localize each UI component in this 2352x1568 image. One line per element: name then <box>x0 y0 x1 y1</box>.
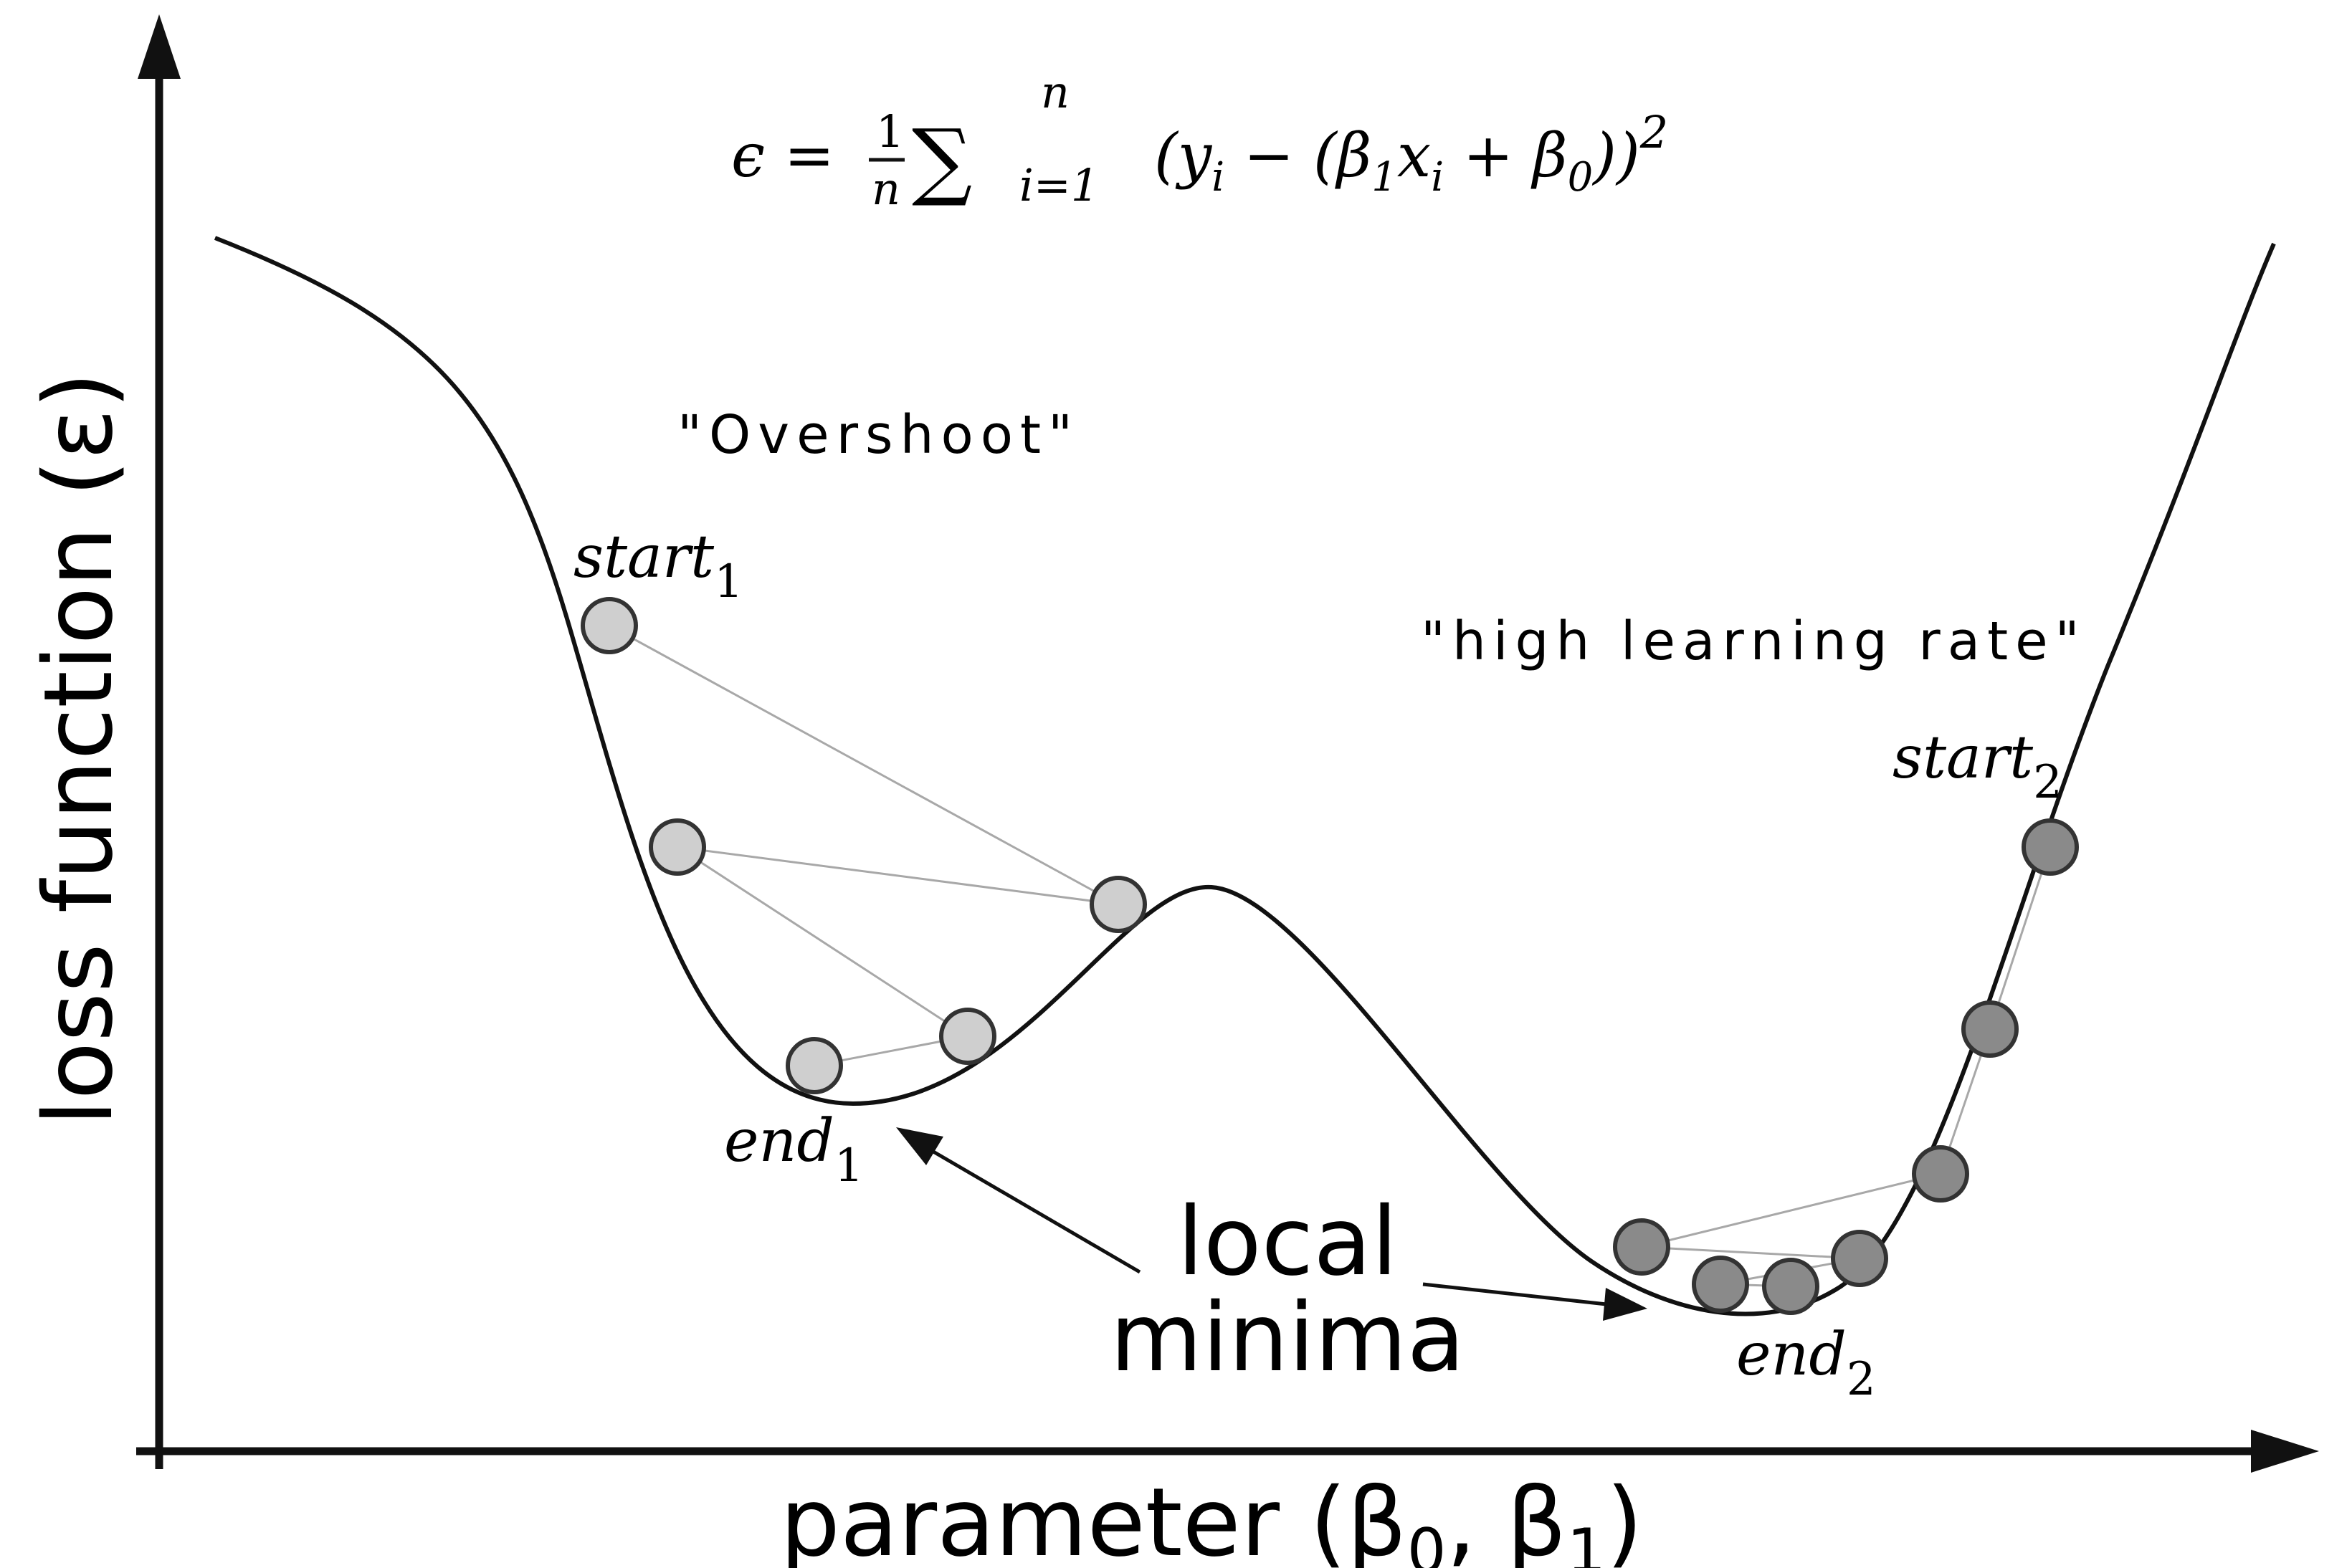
formula-body-a: (y <box>1154 120 1213 191</box>
path2-step-3 <box>1641 1172 1941 1248</box>
loss-curve <box>214 236 2276 1316</box>
formula-body-e: )) <box>1591 120 1640 191</box>
end1-text: end <box>724 1107 834 1175</box>
start2-label: start2 <box>1892 724 2062 809</box>
path2-point-2 <box>1961 1000 2019 1058</box>
end1-label: end1 <box>724 1107 864 1192</box>
formula-body-d-sub: 0 <box>1568 154 1594 201</box>
local-minima-arrows <box>896 1127 1647 1321</box>
start2-text: start <box>1892 724 2034 792</box>
arrow-to-end1-head <box>896 1127 943 1165</box>
x-axis-label-mid: , β <box>1446 1468 1566 1568</box>
start1-sub: 1 <box>714 555 743 608</box>
path2-point-5 <box>1831 1230 1888 1287</box>
start1-label: start1 <box>573 523 743 608</box>
x-axis-label-sub0: 0 <box>1407 1516 1447 1568</box>
start2-sub: 2 <box>2033 756 2062 809</box>
formula-sum-upper: n <box>1041 66 1070 118</box>
formula-body-c-sub: i <box>1431 154 1444 201</box>
path1-point-3 <box>649 818 706 876</box>
path1-step-3 <box>677 846 968 1038</box>
path2-point-4 <box>1613 1218 1670 1276</box>
x-axis-arrowhead <box>2251 1430 2319 1473</box>
x-axis-label: parameter (β0, β1) <box>780 1468 1643 1568</box>
formula-body-c: x <box>1397 120 1431 191</box>
start1-text: start <box>573 523 715 591</box>
path1-point-start <box>581 597 638 654</box>
x-axis-label-sub1: 1 <box>1567 1516 1606 1568</box>
formula-power: 2 <box>1639 106 1668 158</box>
local-minima-line2: minima <box>1110 1283 1465 1393</box>
path2-point-3 <box>1912 1145 1969 1203</box>
path2-lines <box>1641 846 2052 1288</box>
formula-body-b: − (β <box>1224 120 1371 191</box>
end2-text: end <box>1736 1321 1847 1389</box>
formula-body-b-sub: 1 <box>1371 154 1397 201</box>
y-axis-label: loss function (ε) <box>24 372 134 1126</box>
path2-step-4 <box>1641 1246 1860 1260</box>
local-minima-line1: local <box>1177 1187 1398 1297</box>
formula-frac-den: n <box>872 163 900 215</box>
axes <box>136 14 2319 1473</box>
end2-label: end2 <box>1736 1321 1876 1406</box>
overshoot-label: "Overshoot" <box>677 404 1080 466</box>
high-learning-rate-label: "high learning rate" <box>1421 611 2087 672</box>
arrow-to-end1 <box>923 1144 1141 1274</box>
path1-point-2 <box>1090 876 1147 933</box>
x-axis-label-main: parameter (β <box>780 1468 1407 1568</box>
path1-step-1 <box>609 624 1119 906</box>
arrow-to-end2-head <box>1603 1288 1647 1321</box>
formula-sum: ∑ <box>912 110 972 209</box>
path1-step-2 <box>677 846 1119 906</box>
path2-point-end <box>1762 1258 1819 1315</box>
end1-sub: 1 <box>834 1139 864 1192</box>
end2-sub: 2 <box>1847 1353 1876 1406</box>
formula-body: (yi − (β1xi + β0))2 <box>1154 106 1668 201</box>
path2-point-6 <box>1692 1256 1749 1313</box>
path2-points <box>1613 818 2079 1315</box>
path1-point-4 <box>939 1008 996 1065</box>
formula-body-a-sub: i <box>1211 154 1224 201</box>
formula-sum-lower: i=1 <box>1019 159 1099 211</box>
formula-frac-num: 1 <box>876 105 904 158</box>
path2-point-start <box>2022 818 2079 876</box>
x-axis-label-end: ) <box>1606 1468 1643 1568</box>
y-axis-arrowhead <box>138 14 181 79</box>
formula-body-d: + β <box>1444 120 1567 191</box>
path2-step-1 <box>1989 846 2052 1030</box>
formula-lhs: ϵ = <box>731 120 834 191</box>
loss-formula: ϵ = 1 n ∑ n i=1 (yi − (β1xi + β0))2 <box>731 66 1668 215</box>
path1-point-end <box>786 1037 843 1094</box>
arrow-to-end2 <box>1422 1282 1614 1307</box>
path1-points <box>581 597 1147 1094</box>
